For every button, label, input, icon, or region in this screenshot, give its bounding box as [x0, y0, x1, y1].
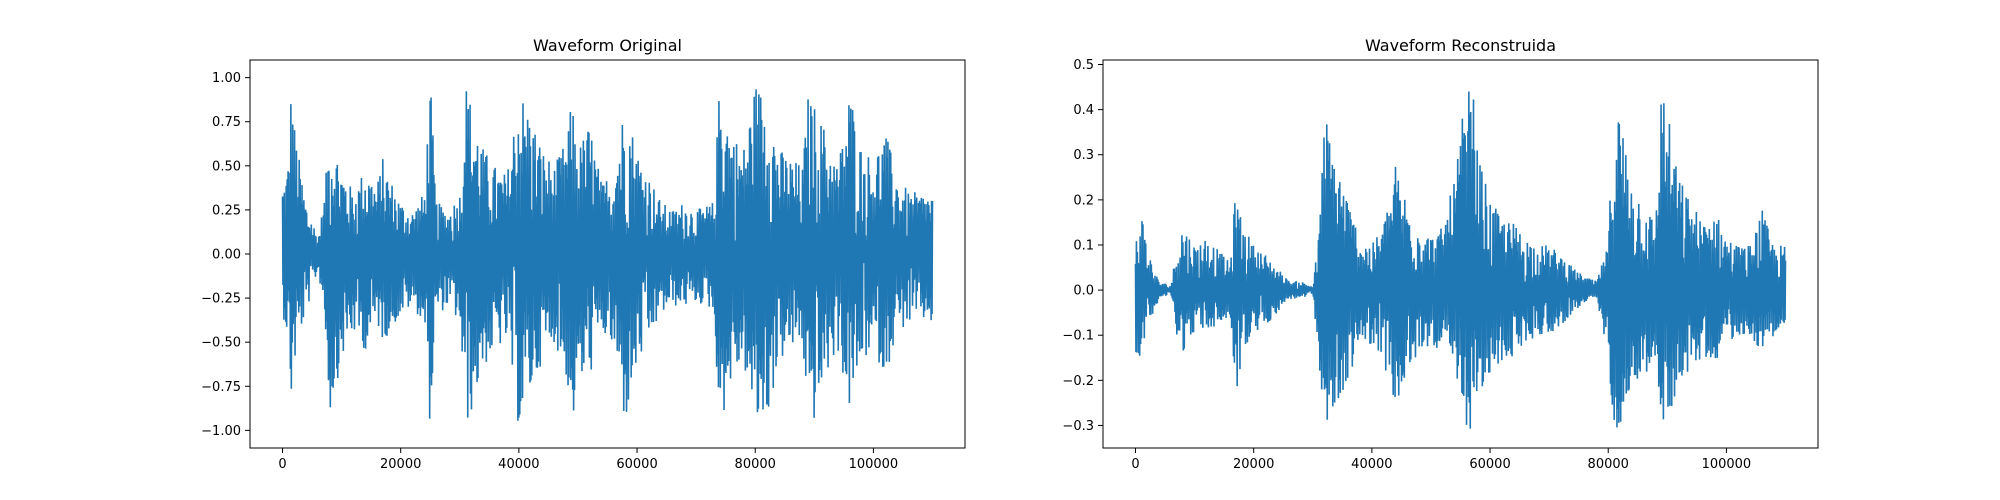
- y-tick-label: 0.75: [212, 115, 241, 130]
- y-tick-label: 0.0: [1073, 284, 1094, 299]
- y-tick-label: −0.75: [201, 380, 241, 395]
- y-tick-label: 0.00: [212, 248, 241, 263]
- y-tick-label: −0.1: [1062, 329, 1094, 344]
- y-tick-label: −0.50: [201, 336, 241, 351]
- tick-group: 0 20000 40000 60000 80000 100000 −0.3 −0.2 −0.1 0…: [1062, 58, 1751, 472]
- x-tick-label: 100000: [849, 457, 899, 472]
- x-tick-label: 80000: [735, 457, 776, 472]
- axes-frame: [249, 59, 966, 449]
- x-tick-label: 60000: [616, 457, 657, 472]
- y-tick-label: −1.00: [201, 424, 241, 439]
- chart-title: Waveform Original: [533, 36, 682, 55]
- chart-reconstructed: 0 20000 40000 60000 80000 100000 −0.3 −0.2 −0.1 0…: [1062, 36, 1819, 472]
- x-tick-label: 40000: [1351, 457, 1392, 472]
- y-tick-label: −0.2: [1062, 374, 1094, 389]
- x-tick-label: 0: [278, 457, 286, 472]
- waveform-line: [1134, 91, 1787, 429]
- y-tick-label: 0.1: [1073, 238, 1094, 253]
- tick-group: 0 20000 40000 60000 80000 100000 −1.00 −0.75 −0.…: [201, 71, 898, 472]
- x-tick-label: 80000: [1588, 457, 1629, 472]
- waveform-line: [281, 89, 934, 421]
- x-tick-label: 60000: [1469, 457, 1510, 472]
- y-tick-label: 0.4: [1073, 103, 1094, 118]
- x-tick-label: 40000: [498, 457, 539, 472]
- y-tick-label: 0.2: [1073, 193, 1094, 208]
- y-tick-label: −0.3: [1062, 419, 1094, 434]
- chart-title: Waveform Reconstruida: [1365, 36, 1556, 55]
- x-tick-label: 100000: [1702, 457, 1752, 472]
- x-tick-label: 0: [1131, 457, 1139, 472]
- x-tick-label: 20000: [380, 457, 421, 472]
- axes-frame: [1102, 59, 1819, 449]
- y-tick-label: 0.25: [212, 203, 241, 218]
- chart-original: 0 20000 40000 60000 80000 100000 −1.00 −0.75 −0.…: [201, 36, 966, 472]
- y-tick-label: 0.5: [1073, 58, 1094, 73]
- y-tick-label: 0.50: [212, 159, 241, 174]
- y-tick-label: 1.00: [212, 71, 241, 86]
- waveform-trace-group: [281, 89, 934, 421]
- waveform-trace-group: [1134, 91, 1787, 429]
- x-tick-label: 20000: [1233, 457, 1274, 472]
- y-tick-label: −0.25: [201, 292, 241, 307]
- y-tick-label: 0.3: [1073, 148, 1094, 163]
